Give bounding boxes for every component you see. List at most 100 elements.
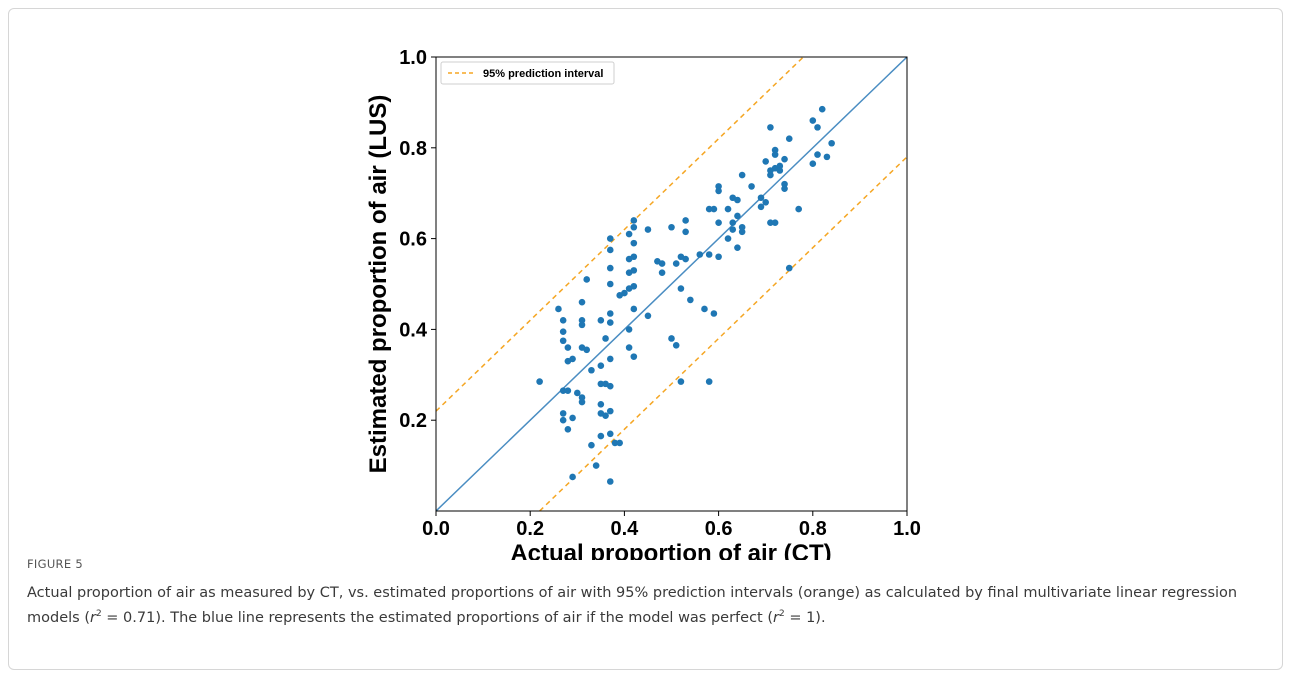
data-point (809, 160, 817, 167)
x-tick-label: 0.4 (610, 518, 639, 540)
data-point (715, 183, 722, 190)
figure-caption: FIGURE 5 Actual proportion of air as mea… (27, 557, 1267, 629)
data-point (606, 382, 614, 390)
data-point (644, 312, 652, 320)
data-point (710, 205, 718, 213)
data-point (630, 239, 638, 247)
data-point (724, 235, 732, 242)
y-tick-label: 0.4 (399, 319, 428, 341)
data-point (710, 310, 718, 317)
data-point (828, 139, 835, 147)
data-point (757, 203, 765, 211)
data-point (621, 289, 628, 297)
data-point (734, 244, 741, 251)
data-point (771, 219, 779, 227)
data-point (734, 212, 741, 220)
x-tick-label: 0.0 (422, 518, 450, 540)
data-point (559, 387, 567, 394)
data-point (606, 280, 614, 288)
data-point (705, 251, 713, 258)
data-point (781, 155, 788, 163)
data-point (578, 394, 586, 401)
data-point (606, 355, 614, 363)
data-point (762, 198, 769, 206)
data-point (729, 226, 737, 233)
data-point (588, 441, 595, 449)
data-point (705, 378, 713, 385)
legend: 95% prediction interval (440, 61, 615, 85)
data-point (776, 167, 784, 174)
caption-text: Actual proportion of air as measured by … (27, 583, 1267, 629)
data-point (738, 228, 746, 236)
data-point (715, 187, 722, 195)
y-axis-label: Estimated proportion of air (LUS) (365, 95, 392, 474)
y-tick-label: 0.6 (399, 229, 427, 251)
data-point (559, 337, 567, 345)
data-point (602, 335, 609, 342)
data-point (555, 305, 562, 313)
figure-frame (8, 8, 1283, 670)
data-point (606, 310, 614, 317)
data-point (588, 366, 595, 374)
data-point (781, 185, 788, 192)
data-point (715, 219, 722, 227)
data-point (606, 430, 614, 438)
legend-box (440, 61, 615, 85)
data-point (738, 223, 746, 231)
identity-line (436, 57, 907, 511)
data-point (574, 389, 581, 397)
y-tick-label: 0.2 (399, 410, 427, 432)
data-point (668, 335, 675, 342)
lower-prediction-interval-line (539, 156, 907, 511)
data-point (677, 378, 685, 385)
data-point (569, 355, 576, 363)
upper-prediction-interval-line (436, 57, 804, 412)
data-point (767, 124, 774, 131)
data-point (748, 183, 755, 190)
data-point (606, 319, 614, 326)
data-point (771, 146, 779, 154)
data-point (578, 298, 586, 306)
legend-entry-prediction-interval: 95% prediction interval (483, 68, 603, 80)
data-point (682, 255, 689, 263)
x-tick-label: 0.2 (516, 518, 544, 540)
data-point (809, 117, 817, 124)
data-point (564, 344, 572, 351)
caption-text-part-2: = 0.71). The blue line represents the es… (101, 609, 774, 626)
data-point (771, 151, 779, 158)
data-point (625, 344, 633, 351)
data-point (767, 171, 774, 179)
data-point (606, 264, 614, 272)
data-point (569, 414, 576, 422)
data-point (668, 223, 675, 231)
data-point (715, 253, 722, 261)
data-point (818, 105, 826, 113)
data-point (677, 285, 685, 292)
data-point (583, 276, 591, 283)
data-point (616, 439, 623, 447)
y-tick-label: 1.0 (399, 47, 427, 69)
data-point (559, 317, 567, 324)
data-point (597, 432, 605, 440)
data-point (630, 267, 638, 274)
x-tick-label: 0.6 (705, 518, 733, 540)
data-point (823, 153, 831, 161)
data-point (729, 219, 737, 227)
data-point (776, 162, 784, 170)
data-point (559, 410, 567, 417)
data-point (630, 353, 638, 360)
data-point (724, 205, 732, 213)
data-point (630, 282, 638, 290)
data-point (630, 305, 638, 313)
data-point (696, 251, 704, 258)
data-point (701, 305, 708, 313)
data-point (785, 135, 793, 143)
data-point (630, 253, 638, 261)
data-point (611, 439, 619, 447)
data-point (606, 478, 614, 485)
data-point (578, 317, 586, 324)
data-point (559, 416, 567, 424)
x-axis-label: Actual proportion of air (CT) (510, 540, 831, 560)
data-point (682, 228, 689, 236)
data-point (762, 158, 769, 165)
